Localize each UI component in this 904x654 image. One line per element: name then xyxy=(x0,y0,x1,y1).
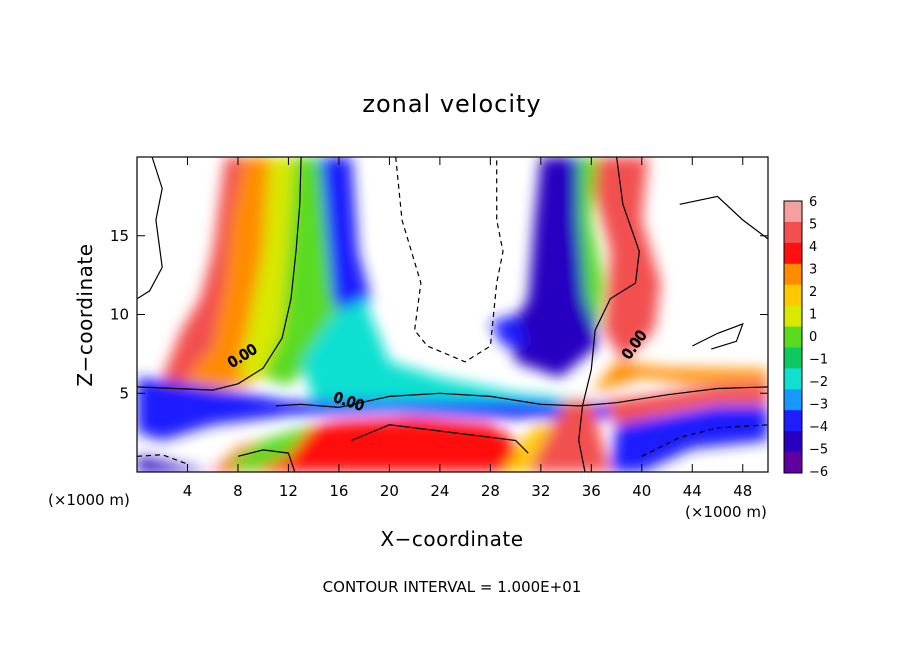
field-left-blue-column xyxy=(320,157,371,331)
field-lower-left-violet xyxy=(137,456,213,472)
colorbar-swatch xyxy=(784,201,802,223)
x-tick-label: 28 xyxy=(481,482,500,500)
colorbar-frame xyxy=(783,200,803,474)
field-lower-positive-layer xyxy=(212,418,516,472)
x-unit-label-right: (×1000 m) xyxy=(685,503,767,521)
contour-interval-note: CONTOUR INTERVAL = 1.000E+01 xyxy=(323,578,582,596)
x-axis-label: X−coordinate xyxy=(380,527,523,551)
field-center-slant-positive xyxy=(528,401,611,472)
colorbar-tick-label: 6 xyxy=(809,195,817,210)
contour-zero-right xyxy=(578,157,640,472)
x-tick-label: 12 xyxy=(279,482,298,500)
colorbar-swatch xyxy=(784,389,802,411)
y-axis-ticks: 5 10 15 xyxy=(110,227,768,402)
colorbar-swatch xyxy=(784,368,802,390)
x-tick-label: 24 xyxy=(430,482,449,500)
colorbar-tick-label: −2 xyxy=(809,375,828,390)
y-tick-label: 15 xyxy=(110,227,129,245)
x-tick-label: 4 xyxy=(183,482,193,500)
x-axis-ticks: 4 8 12 16 20 24 28 32 36 40 44 48 xyxy=(183,157,752,500)
colorbar-swatch xyxy=(784,221,802,244)
field-right-negative-bulge xyxy=(490,314,529,346)
colorbar-swatch xyxy=(784,410,802,432)
colorbar-swatch xyxy=(784,242,802,265)
x-tick-label: 44 xyxy=(683,482,702,500)
field-right-lower-negative xyxy=(610,405,768,472)
field-lower-negative-layer xyxy=(137,377,617,441)
colorbar-tick-label: 2 xyxy=(809,285,817,300)
field-left-red-edge xyxy=(162,157,245,394)
colorbar: 6 5 4 3 2 1 0 −1 −2 −3 −4 −5 −6 xyxy=(783,195,828,480)
colorbar-tick-label: −4 xyxy=(809,420,828,435)
colorbar-swatch xyxy=(784,305,802,328)
colorbar-tick-label: −1 xyxy=(809,353,828,368)
y-tick-label: 5 xyxy=(119,384,129,402)
field-center-slant-yellow xyxy=(503,424,554,472)
colorbar-swatch xyxy=(784,431,802,453)
y-tick-label: 10 xyxy=(110,306,129,324)
field-right-negative-column xyxy=(509,157,598,378)
colorbar-tick-label: 0 xyxy=(809,330,817,345)
contour-lower-left xyxy=(237,449,296,472)
colorbar-tick-label: −5 xyxy=(809,443,828,458)
colorbar-swatch xyxy=(784,347,802,369)
field-lower-green-pocket xyxy=(225,424,314,472)
colorbar-tick-label: 4 xyxy=(809,240,817,255)
x-tick-label: 36 xyxy=(582,482,601,500)
contour-dashed-center xyxy=(395,157,504,363)
field-right-green-edge xyxy=(578,157,604,331)
contour-top-right xyxy=(679,195,768,240)
colorbar-swatch xyxy=(784,452,802,474)
contour-lower-mid xyxy=(351,424,529,454)
x-tick-label: 20 xyxy=(380,482,399,500)
x-tick-label: 48 xyxy=(733,482,752,500)
contour-zero-layer xyxy=(275,386,768,409)
x-tick-label: 40 xyxy=(632,482,651,500)
x-tick-label: 32 xyxy=(531,482,550,500)
contour-zero-left xyxy=(137,157,302,391)
colorbar-tick-label: 3 xyxy=(809,263,817,278)
contour-dashed-right-lower xyxy=(641,424,768,457)
colorbar-tick-label: 1 xyxy=(809,308,817,323)
colorbar-swatch xyxy=(784,263,802,286)
x-tick-label: 16 xyxy=(329,482,348,500)
colorbar-tick-label: −6 xyxy=(809,465,828,480)
field-right-lower-positive xyxy=(603,383,768,425)
y-axis-label: Z−coordinate xyxy=(73,243,97,386)
contour-right-loop xyxy=(692,322,744,350)
colorbar-swatch xyxy=(784,284,802,307)
x-tick-label: 8 xyxy=(233,482,243,500)
contour-top-left xyxy=(137,157,163,300)
velocity-field: 0.000.000.00 xyxy=(137,157,768,472)
x-unit-label-left: (×1000 m) xyxy=(48,491,130,509)
field-mid-cyan xyxy=(301,298,592,417)
colorbar-tick-label: 5 xyxy=(809,218,817,233)
field-left-yellow-core xyxy=(238,157,295,378)
colorbar-tick-label: −3 xyxy=(809,398,828,413)
colorbar-swatch xyxy=(784,326,802,348)
field-right-positive-column xyxy=(585,157,661,362)
chart-title: zonal velocity xyxy=(362,90,541,118)
field-right-orange-fringe xyxy=(591,361,768,394)
